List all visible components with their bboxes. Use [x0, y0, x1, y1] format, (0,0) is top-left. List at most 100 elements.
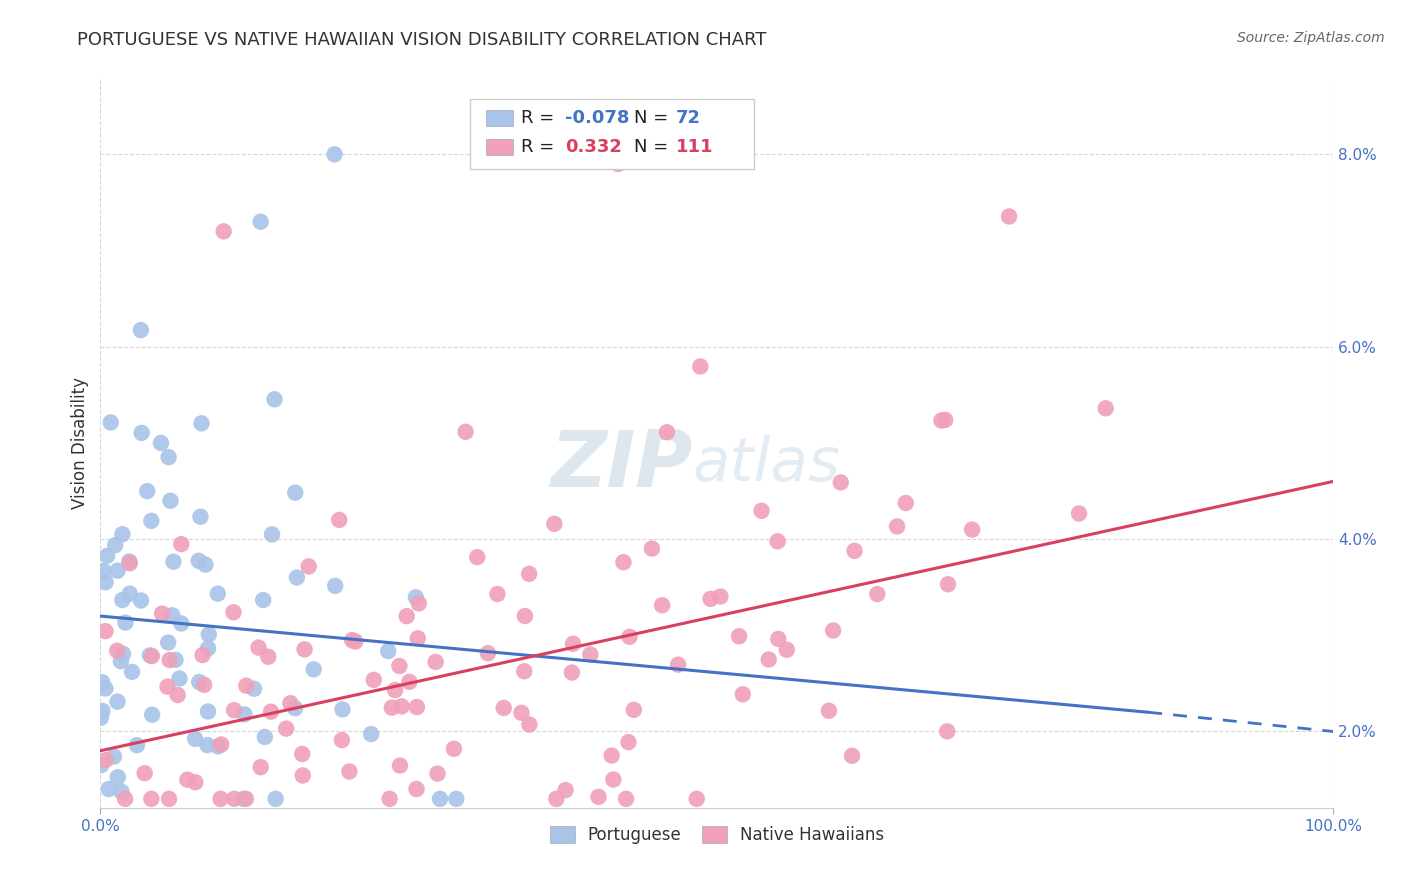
Point	[94, 575, 117, 590]
Point	[243, 681, 266, 696]
Point	[844, 544, 866, 558]
Point	[157, 635, 180, 649]
Point	[543, 516, 565, 531]
Point	[235, 679, 257, 693]
Point	[111, 593, 134, 607]
Point	[187, 554, 209, 568]
Point	[384, 683, 406, 698]
Point	[232, 792, 254, 806]
Point	[141, 707, 163, 722]
Point	[830, 475, 852, 490]
Point	[689, 359, 711, 374]
Point	[960, 523, 983, 537]
Point	[159, 493, 181, 508]
Point	[207, 739, 229, 754]
Point	[100, 416, 122, 430]
Point	[159, 653, 181, 667]
FancyBboxPatch shape	[486, 111, 513, 127]
Point	[294, 642, 316, 657]
Point	[118, 587, 141, 601]
Point	[323, 147, 346, 161]
Point	[209, 738, 232, 752]
Point	[91, 675, 114, 690]
Point	[184, 731, 207, 746]
Point	[425, 655, 447, 669]
Point	[600, 748, 623, 763]
Point	[235, 792, 257, 806]
Point	[623, 703, 645, 717]
Point	[111, 527, 134, 541]
Text: 72: 72	[676, 110, 702, 128]
Point	[446, 792, 468, 806]
Text: R =: R =	[520, 138, 560, 156]
Point	[360, 727, 382, 741]
Point	[651, 599, 673, 613]
Point	[931, 413, 953, 427]
Point	[1067, 507, 1090, 521]
Point	[190, 417, 212, 431]
Point	[391, 699, 413, 714]
Point	[249, 760, 271, 774]
Point	[121, 665, 143, 679]
Text: N =: N =	[634, 110, 673, 128]
Point	[477, 646, 499, 660]
Point	[93, 564, 115, 578]
Point	[619, 630, 641, 644]
Point	[614, 792, 637, 806]
Point	[332, 702, 354, 716]
Point	[398, 674, 420, 689]
Point	[709, 590, 731, 604]
Point	[454, 425, 477, 439]
Point	[103, 749, 125, 764]
Point	[298, 559, 321, 574]
Point	[486, 587, 509, 601]
Point	[363, 673, 385, 687]
Point	[96, 549, 118, 563]
Point	[443, 741, 465, 756]
Point	[118, 554, 141, 568]
Point	[612, 555, 634, 569]
Point	[405, 591, 427, 605]
Point	[406, 632, 429, 646]
Point	[936, 577, 959, 591]
Point	[207, 587, 229, 601]
Point	[198, 627, 221, 641]
Point	[561, 665, 583, 680]
Point	[429, 792, 451, 806]
Point	[731, 687, 754, 701]
Point	[94, 624, 117, 639]
Point	[492, 701, 515, 715]
Point	[209, 792, 232, 806]
Point	[110, 785, 132, 799]
Text: N =: N =	[634, 138, 673, 156]
Point	[280, 696, 302, 710]
Point	[588, 789, 610, 804]
Point	[302, 662, 325, 676]
Text: 0.332: 0.332	[565, 138, 621, 156]
Point	[166, 688, 188, 702]
Point	[94, 681, 117, 696]
Point	[224, 703, 246, 717]
Point	[97, 782, 120, 797]
Point	[728, 629, 751, 643]
Point	[751, 504, 773, 518]
Point	[90, 711, 112, 725]
Point	[136, 484, 159, 499]
Point	[655, 425, 678, 440]
Point	[291, 747, 314, 761]
Point	[107, 564, 129, 578]
Point	[233, 707, 256, 722]
Point	[150, 607, 173, 621]
Point	[212, 224, 235, 238]
Point	[388, 659, 411, 673]
Point	[517, 717, 540, 731]
Point	[193, 678, 215, 692]
Point	[607, 157, 630, 171]
Point	[758, 652, 780, 666]
Point	[141, 792, 163, 806]
Point	[579, 648, 602, 662]
Text: -0.078: -0.078	[565, 110, 630, 128]
Point	[156, 680, 179, 694]
Point	[125, 738, 148, 752]
Point	[510, 706, 533, 720]
